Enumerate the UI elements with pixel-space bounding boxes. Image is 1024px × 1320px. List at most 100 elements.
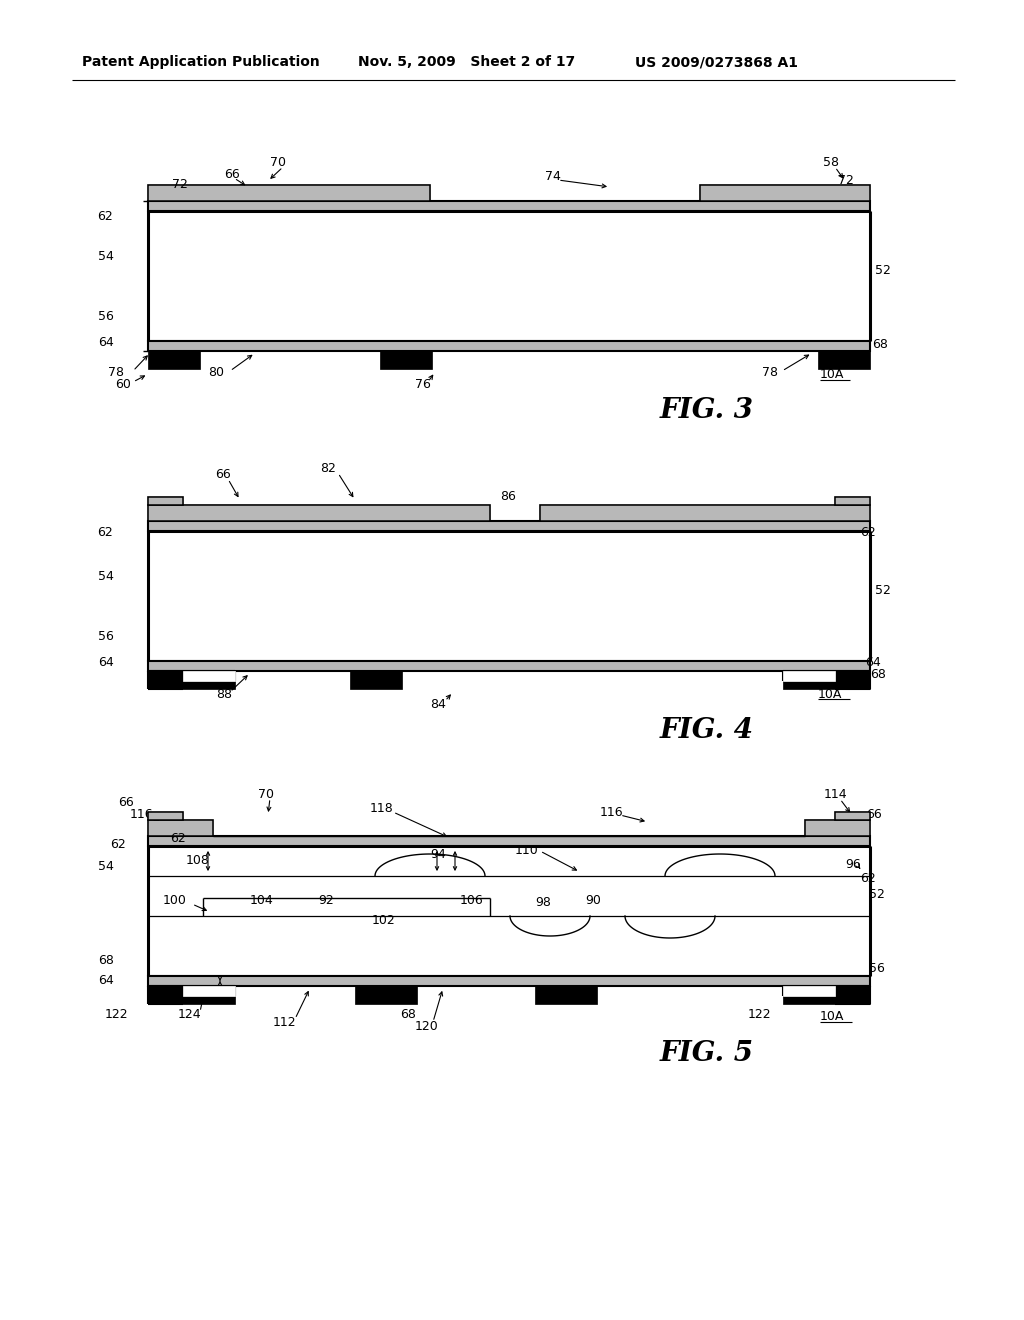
- Text: 58: 58: [823, 157, 839, 169]
- Text: 74: 74: [545, 170, 561, 183]
- Text: 54: 54: [98, 249, 114, 263]
- Text: 64: 64: [865, 656, 881, 669]
- Text: 102: 102: [372, 915, 395, 928]
- Text: 64: 64: [98, 337, 114, 350]
- Text: FIG. 5: FIG. 5: [660, 1040, 754, 1067]
- Bar: [148, 201, 870, 211]
- Text: 84: 84: [430, 698, 445, 711]
- Bar: [148, 661, 870, 671]
- Text: 112: 112: [273, 1015, 297, 1028]
- Text: 62: 62: [860, 871, 876, 884]
- Bar: [148, 975, 870, 986]
- Text: 68: 68: [98, 954, 114, 968]
- Text: 80: 80: [208, 367, 224, 380]
- Text: Patent Application Publication: Patent Application Publication: [82, 55, 319, 69]
- Text: 62: 62: [97, 527, 113, 540]
- Text: 108: 108: [186, 854, 210, 866]
- Bar: [806, 821, 869, 836]
- Bar: [805, 820, 870, 836]
- Text: 122: 122: [748, 1007, 772, 1020]
- Text: 10A: 10A: [820, 368, 845, 381]
- Bar: [148, 671, 234, 689]
- Bar: [183, 671, 234, 681]
- Text: 110: 110: [515, 843, 539, 857]
- Text: 76: 76: [415, 379, 431, 392]
- Bar: [148, 986, 234, 1005]
- Text: 88: 88: [216, 688, 232, 701]
- Bar: [150, 186, 429, 201]
- Bar: [380, 351, 432, 370]
- Text: 104: 104: [250, 894, 273, 907]
- Text: 90: 90: [585, 894, 601, 907]
- Bar: [783, 671, 870, 689]
- Bar: [783, 986, 870, 1005]
- Text: 118: 118: [370, 801, 394, 814]
- Bar: [783, 671, 835, 681]
- Bar: [148, 498, 183, 506]
- Bar: [148, 836, 870, 846]
- Text: 52: 52: [874, 264, 891, 277]
- Bar: [700, 185, 870, 201]
- Text: 116: 116: [130, 808, 154, 821]
- Bar: [183, 986, 234, 997]
- Text: 94: 94: [430, 847, 445, 861]
- Text: 64: 64: [98, 974, 114, 986]
- Text: 64: 64: [98, 656, 114, 669]
- Text: 122: 122: [105, 1007, 129, 1020]
- Text: 72: 72: [838, 173, 854, 186]
- Text: 120: 120: [415, 1019, 438, 1032]
- Text: 10A: 10A: [818, 688, 843, 701]
- Text: 10A: 10A: [820, 1011, 845, 1023]
- Text: 68: 68: [400, 1007, 416, 1020]
- Bar: [355, 986, 417, 1005]
- Bar: [783, 986, 835, 997]
- Text: 106: 106: [460, 894, 483, 907]
- Text: 52: 52: [874, 585, 891, 598]
- Text: 62: 62: [170, 832, 185, 845]
- Bar: [150, 813, 182, 818]
- Bar: [148, 812, 183, 820]
- Text: 56: 56: [98, 309, 114, 322]
- Text: 70: 70: [270, 157, 286, 169]
- Bar: [148, 351, 200, 370]
- Text: 54: 54: [98, 569, 114, 582]
- Bar: [148, 185, 430, 201]
- Text: 82: 82: [319, 462, 336, 475]
- Text: 72: 72: [172, 178, 187, 191]
- Text: 78: 78: [108, 367, 124, 380]
- Text: 62: 62: [110, 837, 126, 850]
- Text: 68: 68: [872, 338, 888, 351]
- Bar: [148, 820, 213, 836]
- Text: 116: 116: [600, 805, 624, 818]
- Text: 100: 100: [163, 894, 186, 907]
- Bar: [836, 498, 869, 504]
- Text: 70: 70: [258, 788, 274, 800]
- Text: 86: 86: [500, 491, 516, 503]
- Bar: [835, 812, 870, 820]
- Text: 66: 66: [866, 808, 882, 821]
- Bar: [535, 986, 597, 1005]
- Bar: [148, 341, 870, 351]
- Text: 124: 124: [178, 1007, 202, 1020]
- Text: 62: 62: [97, 210, 113, 223]
- Text: Nov. 5, 2009   Sheet 2 of 17: Nov. 5, 2009 Sheet 2 of 17: [358, 55, 575, 69]
- Text: 68: 68: [870, 668, 886, 681]
- Bar: [541, 506, 869, 520]
- Text: 66: 66: [118, 796, 134, 808]
- Text: 54: 54: [98, 859, 114, 873]
- Bar: [150, 506, 489, 520]
- Text: FIG. 4: FIG. 4: [660, 717, 754, 744]
- Bar: [818, 351, 870, 370]
- Bar: [540, 506, 870, 521]
- Text: 66: 66: [224, 169, 240, 181]
- Text: 56: 56: [869, 961, 885, 974]
- Text: 114: 114: [824, 788, 848, 801]
- Text: 52: 52: [869, 887, 885, 900]
- Bar: [150, 498, 182, 504]
- Text: US 2009/0273868 A1: US 2009/0273868 A1: [635, 55, 798, 69]
- Text: 96: 96: [845, 858, 861, 870]
- Text: FIG. 3: FIG. 3: [660, 397, 754, 424]
- Bar: [701, 186, 869, 201]
- Text: 60: 60: [115, 379, 131, 392]
- Bar: [835, 498, 870, 506]
